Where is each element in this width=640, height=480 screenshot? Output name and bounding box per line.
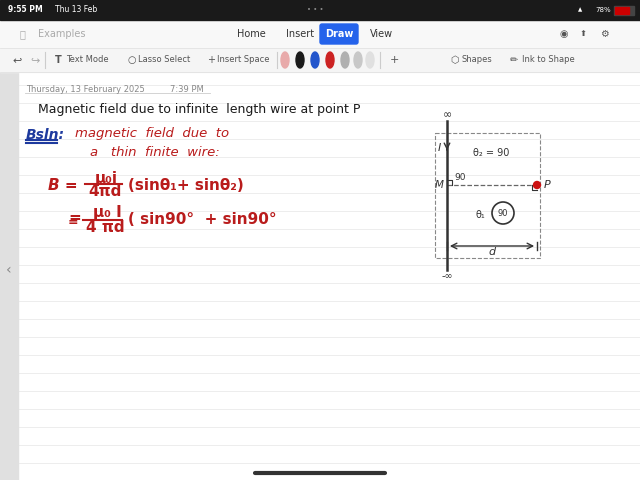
Text: ○: ○ bbox=[127, 55, 136, 65]
Bar bbox=[0, 0, 640, 20]
Ellipse shape bbox=[311, 52, 319, 68]
Text: Thu 13 Feb: Thu 13 Feb bbox=[55, 5, 97, 14]
Text: ⬡: ⬡ bbox=[450, 55, 458, 65]
Text: Insert: Insert bbox=[286, 29, 314, 39]
Text: 🔍: 🔍 bbox=[20, 29, 26, 39]
Text: ⚙: ⚙ bbox=[600, 29, 609, 39]
Text: Magnetic field due to infinite  length wire at point P: Magnetic field due to infinite length wi… bbox=[38, 104, 360, 117]
Ellipse shape bbox=[354, 52, 362, 68]
Text: T: T bbox=[55, 55, 61, 65]
Text: • • •: • • • bbox=[307, 7, 323, 13]
Text: +: + bbox=[207, 55, 215, 65]
Text: =: = bbox=[68, 211, 81, 226]
Text: ↩: ↩ bbox=[12, 55, 21, 65]
Text: I: I bbox=[437, 143, 440, 153]
Text: μ₀i: μ₀i bbox=[95, 170, 118, 185]
Text: Lasso Select: Lasso Select bbox=[138, 56, 190, 64]
Text: 90: 90 bbox=[454, 172, 465, 181]
Text: View: View bbox=[369, 29, 392, 39]
Text: 4πd: 4πd bbox=[88, 184, 122, 200]
Ellipse shape bbox=[326, 52, 334, 68]
Text: ‹: ‹ bbox=[6, 263, 12, 277]
Text: 9:55 PM: 9:55 PM bbox=[8, 5, 43, 14]
Bar bbox=[615, 7, 629, 14]
FancyBboxPatch shape bbox=[320, 24, 358, 44]
Text: a   thin  finite  wire:: a thin finite wire: bbox=[90, 145, 220, 158]
Text: 78%: 78% bbox=[595, 7, 611, 13]
Text: ( sin90°  + sin90°: ( sin90° + sin90° bbox=[128, 213, 276, 228]
Bar bbox=[0, 72, 18, 480]
Bar bbox=[18, 72, 640, 480]
Text: ⬆: ⬆ bbox=[580, 29, 587, 38]
Text: Ink to Shape: Ink to Shape bbox=[522, 56, 575, 64]
Text: ✏: ✏ bbox=[510, 55, 518, 65]
Circle shape bbox=[534, 181, 541, 189]
Bar bbox=[435, 133, 540, 258]
Text: ↪: ↪ bbox=[30, 55, 40, 65]
Text: -∞: -∞ bbox=[441, 271, 453, 281]
Text: B =: B = bbox=[48, 178, 77, 192]
Text: ∞: ∞ bbox=[442, 110, 452, 120]
Text: =: = bbox=[68, 216, 79, 229]
Text: Bsln:: Bsln: bbox=[26, 128, 65, 142]
Text: magnetic  field  due  to: magnetic field due to bbox=[75, 127, 229, 140]
Text: +: + bbox=[390, 55, 399, 65]
Text: 4 πd: 4 πd bbox=[86, 220, 125, 236]
Text: P: P bbox=[544, 180, 551, 190]
Text: d: d bbox=[488, 247, 495, 257]
Text: 90: 90 bbox=[498, 208, 508, 217]
Text: μ₀ I: μ₀ I bbox=[93, 205, 122, 220]
Ellipse shape bbox=[366, 52, 374, 68]
Text: Examples: Examples bbox=[38, 29, 86, 39]
Ellipse shape bbox=[281, 52, 289, 68]
Text: Shapes: Shapes bbox=[462, 56, 493, 64]
Text: ◉: ◉ bbox=[560, 29, 568, 39]
Text: Thursday, 13 February 2025: Thursday, 13 February 2025 bbox=[26, 85, 145, 95]
Text: θ₂ = 90: θ₂ = 90 bbox=[473, 148, 509, 158]
Text: Text Mode: Text Mode bbox=[66, 56, 109, 64]
Ellipse shape bbox=[296, 52, 304, 68]
Text: (sinθ₁+ sinθ₂): (sinθ₁+ sinθ₂) bbox=[128, 178, 244, 192]
Ellipse shape bbox=[341, 52, 349, 68]
Text: Draw: Draw bbox=[325, 29, 353, 39]
Text: θ₁: θ₁ bbox=[475, 210, 484, 220]
Bar bbox=[0, 20, 640, 48]
Bar bbox=[614, 6, 634, 15]
Bar bbox=[0, 48, 640, 72]
Text: 7:39 PM: 7:39 PM bbox=[170, 85, 204, 95]
Text: ▲: ▲ bbox=[578, 8, 582, 12]
Text: Home: Home bbox=[237, 29, 266, 39]
Text: Insert Space: Insert Space bbox=[217, 56, 269, 64]
Text: M: M bbox=[435, 180, 444, 190]
